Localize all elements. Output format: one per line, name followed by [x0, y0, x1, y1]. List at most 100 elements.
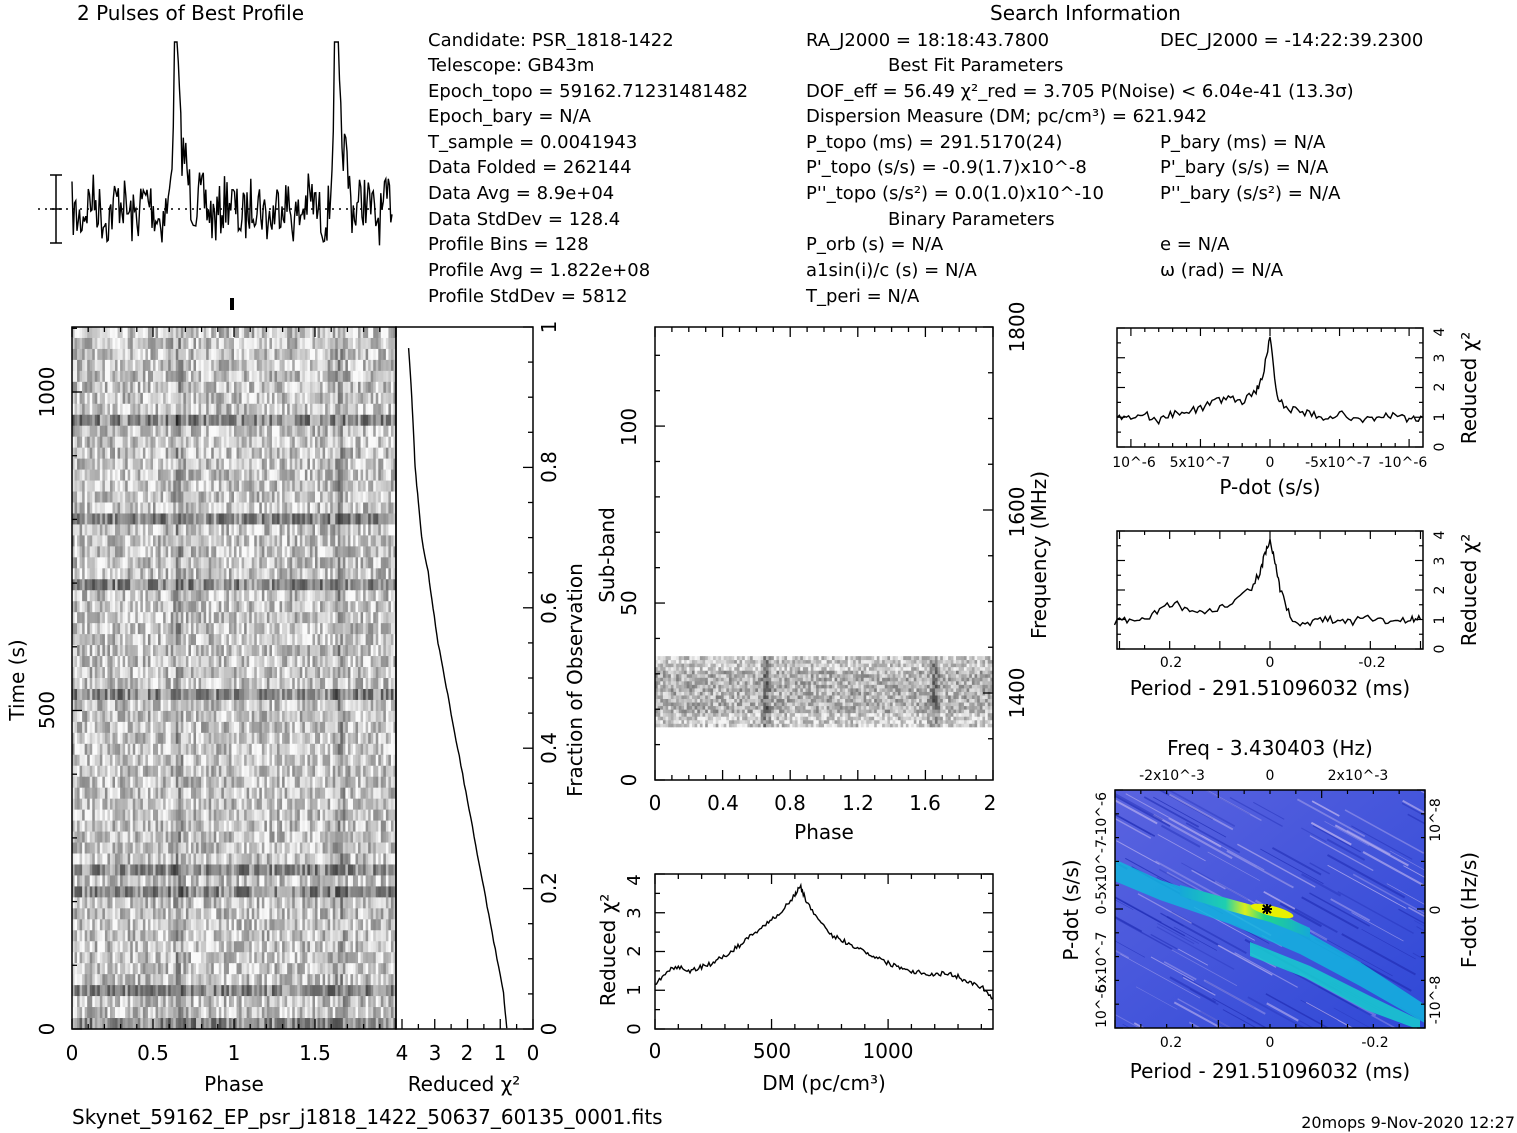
- time-phase-cell: [342, 337, 346, 350]
- time-phase-cell: [122, 480, 126, 492]
- time-phase-cell: [320, 469, 323, 481]
- time-phase-cell: [79, 513, 83, 525]
- time-phase-cell: [335, 392, 339, 405]
- time-phase-cell: [375, 469, 379, 481]
- time-phase-cell: [137, 557, 141, 569]
- time-phase-cell: [284, 710, 288, 723]
- time-phase-cell: [309, 403, 313, 416]
- time-phase-cell: [340, 535, 344, 547]
- time-phase-cell: [208, 743, 212, 756]
- time-phase-cell: [82, 447, 86, 460]
- time-phase-cell: [307, 491, 311, 503]
- time-phase-cell: [175, 436, 179, 449]
- time-phase-cell: [120, 392, 124, 405]
- time-phase-cell: [89, 743, 93, 756]
- time-phase-cell: [383, 392, 387, 405]
- time-phase-cell: [325, 678, 329, 690]
- time-phase-cell: [332, 425, 336, 438]
- time-phase-cell: [299, 579, 303, 591]
- time-phase-cell: [304, 623, 308, 635]
- time-phase-cell: [183, 370, 187, 383]
- time-phase-cell: [287, 568, 291, 580]
- time-phase-cell: [231, 469, 235, 481]
- time-phase-cell: [315, 601, 318, 613]
- time-phase-cell: [393, 535, 396, 547]
- time-phase-cell: [213, 370, 217, 383]
- time-phase-cell: [135, 469, 139, 481]
- time-phase-cell: [254, 688, 258, 701]
- time-phase-cell: [160, 513, 164, 525]
- time-phase-cell: [92, 327, 96, 339]
- time-phase-cell: [312, 491, 316, 503]
- time-phase-cell: [294, 458, 298, 470]
- time-phase-cell: [330, 546, 334, 558]
- time-phase-cell: [193, 656, 197, 668]
- time-phase-cell: [289, 732, 293, 745]
- time-phase-cell: [261, 502, 265, 514]
- time-phase-cell: [373, 414, 377, 427]
- time-phase-cell: [223, 458, 227, 470]
- time-phase-cell: [183, 535, 187, 547]
- time-phase-cell: [203, 678, 207, 690]
- time-phase-cell: [352, 447, 356, 460]
- time-phase-cell: [99, 612, 103, 624]
- time-phase-cell: [320, 502, 323, 514]
- time-phase-cell: [178, 359, 182, 372]
- time-phase-cell: [287, 557, 291, 569]
- time-phase-cell: [350, 546, 354, 558]
- time-phase-cell: [289, 557, 293, 569]
- time-phase-cell: [239, 458, 242, 470]
- time-phase-cell: [228, 469, 232, 481]
- time-phase-cell: [254, 557, 258, 569]
- time-phase-cell: [373, 699, 377, 712]
- time-phase-cell: [158, 327, 161, 339]
- time-phase-cell: [208, 469, 212, 481]
- time-phase-cell: [363, 546, 367, 558]
- time-phase-cell: [99, 458, 103, 470]
- time-phase-cell: [150, 699, 154, 712]
- time-phase-cell: [246, 458, 250, 470]
- time-phase-cell: [332, 699, 336, 712]
- time-phase-cell: [340, 327, 344, 339]
- time-phase-cell: [261, 359, 265, 372]
- time-phase-cell: [79, 491, 83, 503]
- time-phase-cell: [165, 524, 169, 536]
- time-phase-cell: [223, 699, 227, 712]
- time-phase-cell: [234, 458, 237, 470]
- time-phase-cell: [77, 392, 80, 405]
- time-phase-cell: [327, 667, 331, 679]
- time-phase-cell: [264, 699, 268, 712]
- profile-error-bar: [50, 174, 62, 244]
- time-phase-cell: [87, 546, 91, 558]
- time-phase-cell: [352, 513, 356, 525]
- time-phase-cell: [264, 557, 268, 569]
- time-phase-cell: [266, 535, 270, 547]
- time-phase-cell: [160, 699, 164, 712]
- time-phase-cell: [102, 447, 106, 460]
- time-phase-cell: [239, 447, 242, 460]
- time-phase-cell: [218, 688, 222, 701]
- time-phase-cell: [115, 458, 118, 470]
- time-phase-cell: [135, 601, 139, 613]
- time-phase-cell: [150, 359, 154, 372]
- time-phase-cell: [284, 348, 288, 361]
- time-phase-cell: [279, 678, 283, 690]
- time-phase-cell: [150, 381, 154, 394]
- time-phase-cell: [325, 590, 329, 602]
- time-phase-cell: [315, 535, 318, 547]
- time-phase-cell: [292, 634, 296, 646]
- time-phase-cell: [97, 623, 101, 635]
- time-phase-cell: [94, 392, 98, 405]
- time-phase-cell: [261, 710, 265, 723]
- time-phase-cell: [87, 590, 91, 602]
- time-phase-cell: [375, 721, 379, 734]
- time-phase-cell: [244, 634, 248, 646]
- time-phase-cell: [327, 535, 331, 547]
- time-phase-cell: [287, 678, 291, 690]
- time-phase-cell: [317, 392, 321, 405]
- time-phase-cell: [330, 557, 334, 569]
- time-phase-cell: [307, 667, 311, 679]
- time-phase-cell: [254, 743, 258, 756]
- time-phase-cell: [216, 436, 220, 449]
- time-phase-cell: [122, 469, 126, 481]
